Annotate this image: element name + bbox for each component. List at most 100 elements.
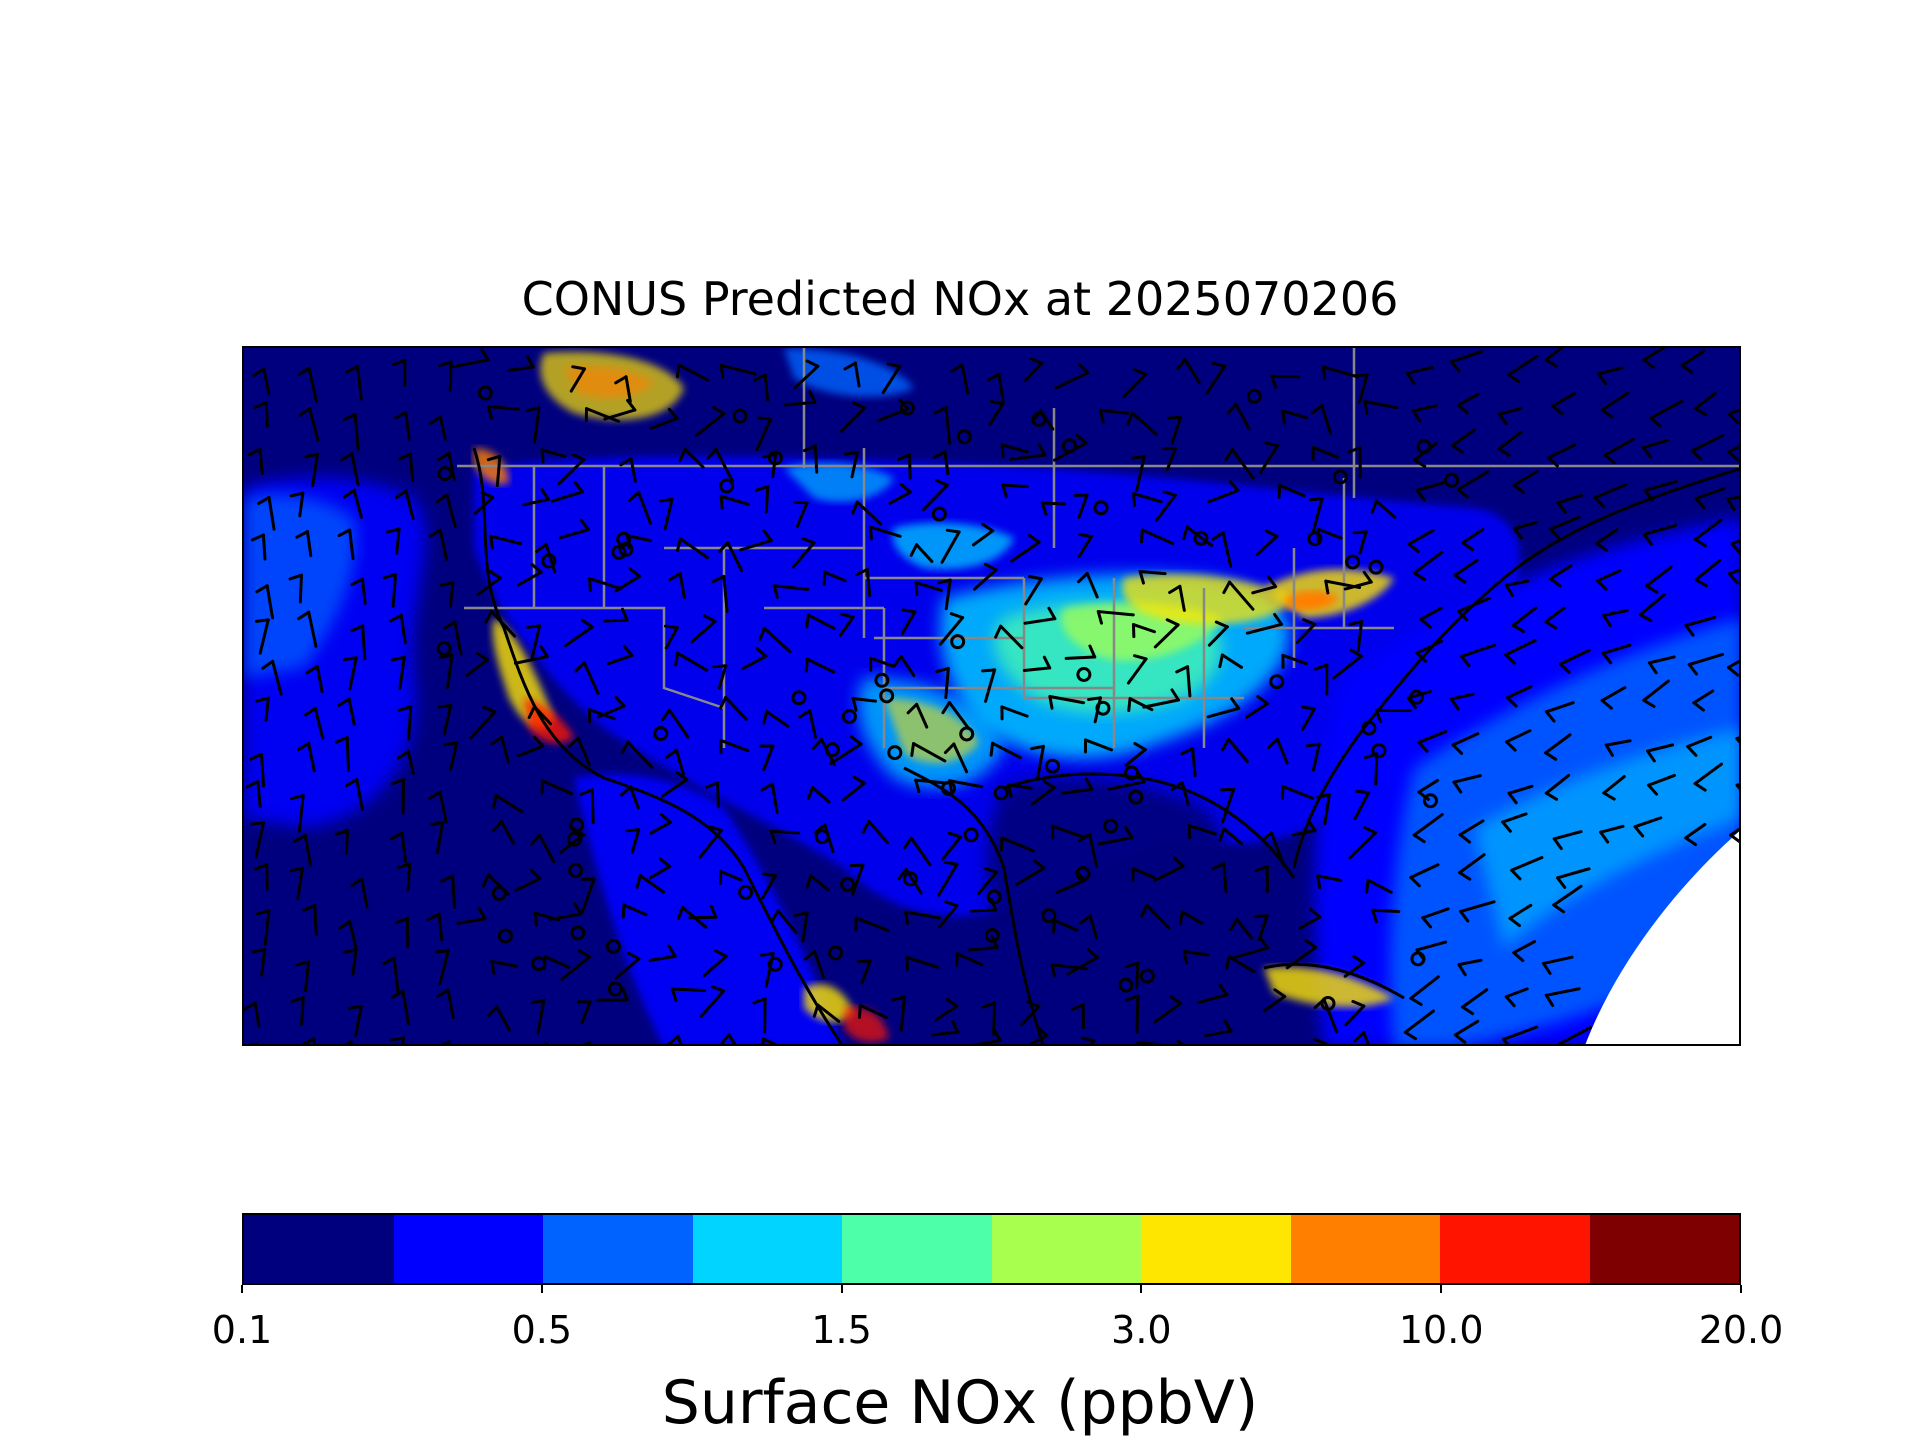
colorbar-tick [840, 1285, 843, 1293]
wind-barb-flag [435, 493, 449, 504]
station-marker [767, 956, 783, 972]
wind-barb-flag [342, 948, 358, 954]
wind-barb [922, 483, 949, 512]
wind-barb [761, 1037, 778, 1044]
wind-barb-flag [1175, 665, 1190, 674]
wind-barb [1544, 348, 1564, 362]
wind-barb-flag [588, 577, 592, 593]
wind-barb [254, 1042, 258, 1044]
wind-barb [258, 447, 264, 475]
wind-barb [351, 948, 358, 976]
wind-barb [1558, 648, 1591, 666]
wind-barb [1602, 608, 1629, 617]
wind-barb [1415, 639, 1443, 655]
wind-barb-flag [1690, 449, 1703, 461]
station-marker [437, 466, 453, 482]
wind-barb [489, 609, 517, 638]
wind-barb [988, 402, 1005, 426]
wind-barb-flag [1504, 583, 1515, 597]
wind-barb-flag [1552, 903, 1566, 914]
wind-barb-flag [525, 406, 541, 413]
wind-barb-flag [1007, 783, 1013, 799]
wind-barb-flag [854, 567, 869, 577]
wind-barb [900, 610, 917, 635]
wind-barb-flag [628, 567, 642, 578]
wind-barb [588, 577, 623, 591]
station-marker [899, 400, 915, 416]
wind-barb [793, 364, 820, 390]
station-marker [1368, 559, 1384, 575]
wind-barb [1419, 606, 1443, 621]
wind-barb [1000, 836, 1035, 853]
wind-barb [614, 957, 641, 980]
wind-barb [476, 576, 502, 597]
colorbar-tick [1140, 1285, 1143, 1293]
station-marker [1062, 438, 1078, 454]
wind-barb [1547, 443, 1577, 460]
wind-barb-flag [981, 668, 997, 673]
wind-barb [823, 570, 847, 583]
wind-barb [1052, 918, 1079, 932]
wind-barb [948, 779, 984, 789]
wind-barb-flag [625, 828, 641, 833]
wind-barb [716, 781, 720, 809]
wind-barb [858, 1003, 889, 1019]
wind-barb [1358, 530, 1368, 555]
wind-barb-flag [1182, 525, 1189, 541]
station-marker [841, 709, 857, 725]
wind-barb [1245, 702, 1269, 719]
wind-barb-flag [255, 696, 270, 703]
wind-barb-flag [579, 788, 594, 796]
station-marker [1332, 469, 1348, 485]
wind-barb [663, 497, 674, 531]
wind-barb [1255, 534, 1279, 556]
wind-barb [1601, 643, 1632, 655]
wind-barb-flag [910, 742, 915, 757]
wind-barb [1549, 564, 1573, 581]
wind-barb-flag [1694, 578, 1708, 588]
wind-barb [1096, 610, 1135, 617]
wind-barb [1694, 559, 1722, 582]
wind-barb-flag [992, 1028, 1002, 1042]
wind-barb-flag [571, 453, 586, 462]
wind-barb-flag [665, 748, 678, 759]
wind-barb [1180, 780, 1190, 807]
wind-barb [585, 407, 621, 423]
wind-barb-flag [891, 995, 906, 1002]
wind-barb-flag [801, 537, 816, 545]
wind-barb-flag [805, 359, 820, 368]
wind-barb [1323, 793, 1331, 826]
wind-barb [865, 567, 872, 597]
wind-barb-flag [1077, 363, 1090, 375]
wind-barb-flag [1138, 570, 1145, 585]
wind-barb [407, 705, 413, 741]
wind-barb-flag [1322, 365, 1327, 381]
wind-barb [1153, 864, 1185, 882]
wind-barb-flag [440, 874, 455, 883]
wind-barb [398, 655, 406, 690]
wind-barb-flag [1351, 999, 1366, 1008]
wind-barb [769, 829, 801, 835]
wind-barb [1207, 625, 1229, 647]
wind-barb-flag [261, 659, 275, 670]
wind-barb-flag [438, 653, 454, 660]
wind-barb [714, 447, 734, 483]
wind-barb-flag [622, 644, 634, 657]
wind-barb-flag [1551, 404, 1564, 416]
wind-barb [1343, 580, 1373, 591]
wind-barb [307, 366, 318, 404]
wind-barb-flag [342, 412, 357, 421]
wind-barb [1542, 955, 1574, 965]
wind-barb-flag [614, 695, 626, 708]
wind-barb [1459, 643, 1497, 658]
wind-barb [1693, 518, 1723, 541]
wind-barb-flag [945, 997, 959, 1008]
wind-barb [771, 452, 778, 479]
wind-barb [352, 488, 363, 519]
wind-barb-flag [257, 495, 271, 505]
wind-barb-flag [1450, 697, 1460, 711]
wind-barb [1183, 357, 1201, 384]
wind-barb [445, 493, 457, 529]
station-marker [931, 506, 947, 522]
wind-barb-flag [1353, 1031, 1366, 1043]
